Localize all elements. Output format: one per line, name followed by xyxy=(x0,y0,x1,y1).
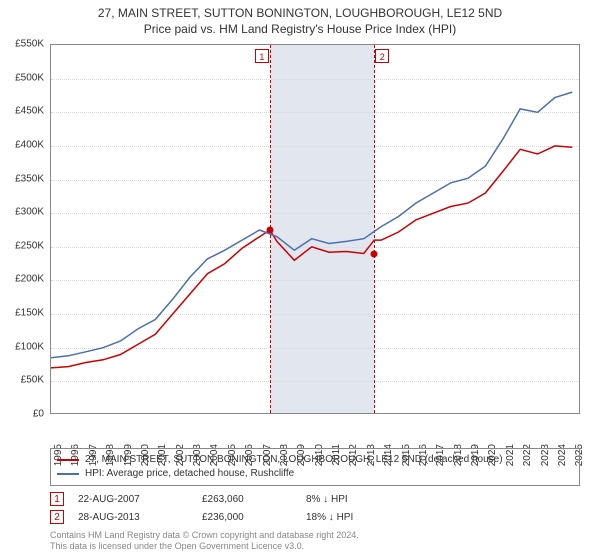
footnote: Contains HM Land Registry data © Crown c… xyxy=(50,530,580,552)
legend-label-property: 27, MAIN STREET, SUTTON BONINGTON, LOUGH… xyxy=(85,453,503,467)
legend-label-hpi: HPI: Average price, detached house, Rush… xyxy=(85,467,294,481)
y-tick-label: £50K xyxy=(21,375,44,386)
series-hpi xyxy=(51,92,572,358)
chart-title: 27, MAIN STREET, SUTTON BONINGTON, LOUGH… xyxy=(0,0,600,37)
y-tick-label: £350K xyxy=(15,173,44,184)
event-row: 2 28-AUG-2013 £236,000 18% ↓ HPI xyxy=(50,508,580,526)
x-axis: 1995199619971998199920002001200220032004… xyxy=(50,414,580,444)
events-table: 1 22-AUG-2007 £263,060 8% ↓ HPI 2 28-AUG… xyxy=(50,490,580,526)
y-tick-label: £150K xyxy=(15,308,44,319)
title-line-1: 27, MAIN STREET, SUTTON BONINGTON, LOUGH… xyxy=(0,6,600,22)
event-delta: 8% ↓ HPI xyxy=(306,494,396,505)
y-axis: £0£50K£100K£150K£200K£250K£300K£350K£400… xyxy=(0,44,48,414)
y-tick-label: £100K xyxy=(15,341,44,352)
legend: 27, MAIN STREET, SUTTON BONINGTON, LOUGH… xyxy=(50,448,580,486)
footnote-line-2: This data is licensed under the Open Gov… xyxy=(50,541,580,552)
event-badge: 2 xyxy=(50,510,64,524)
title-line-2: Price paid vs. HM Land Registry's House … xyxy=(0,22,600,38)
y-tick-label: £550K xyxy=(15,39,44,50)
event-row: 1 22-AUG-2007 £263,060 8% ↓ HPI xyxy=(50,490,580,508)
y-tick-label: £400K xyxy=(15,139,44,150)
chart-plot-area: 12 xyxy=(50,44,580,414)
event-delta: 18% ↓ HPI xyxy=(306,512,396,523)
footnote-line-1: Contains HM Land Registry data © Crown c… xyxy=(50,530,580,541)
legend-swatch-property xyxy=(57,459,79,461)
y-tick-label: £500K xyxy=(15,72,44,83)
y-tick-label: £200K xyxy=(15,274,44,285)
event-date: 22-AUG-2007 xyxy=(78,494,188,505)
legend-swatch-hpi xyxy=(57,473,79,475)
event-badge: 1 xyxy=(50,492,64,506)
event-price: £263,060 xyxy=(202,494,292,505)
legend-row: HPI: Average price, detached house, Rush… xyxy=(57,467,573,481)
legend-row: 27, MAIN STREET, SUTTON BONINGTON, LOUGH… xyxy=(57,453,573,467)
event-date: 28-AUG-2013 xyxy=(78,512,188,523)
event-price: £236,000 xyxy=(202,512,292,523)
y-tick-label: £450K xyxy=(15,106,44,117)
y-tick-label: £0 xyxy=(33,409,44,420)
y-tick-label: £250K xyxy=(15,240,44,251)
series-svg xyxy=(51,45,581,415)
chart-container: 27, MAIN STREET, SUTTON BONINGTON, LOUGH… xyxy=(0,0,600,560)
y-tick-label: £300K xyxy=(15,207,44,218)
